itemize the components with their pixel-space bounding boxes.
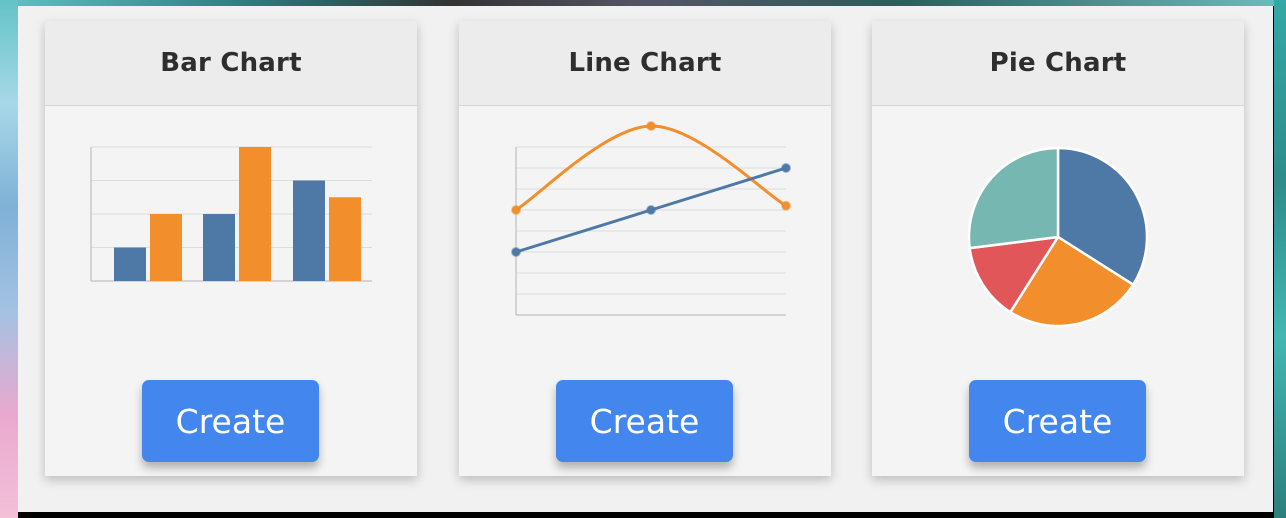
create-pie-chart-button[interactable]: Create: [969, 380, 1146, 462]
data-point: [781, 163, 791, 173]
pie-slice: [968, 235, 1060, 314]
pie-chart-icon: [967, 146, 1149, 328]
card-header: Pie Chart: [872, 21, 1244, 106]
bar: [239, 147, 271, 281]
line-chart-card[interactable]: Line Chart Create: [459, 21, 831, 476]
create-bar-chart-button[interactable]: Create: [142, 380, 319, 462]
pie-slice: [967, 146, 1060, 250]
card-header: Line Chart: [459, 21, 831, 106]
bar: [329, 197, 361, 281]
data-point: [511, 205, 521, 215]
backdrop-right: [1274, 0, 1286, 518]
data-point: [646, 205, 656, 215]
data-point: [781, 200, 791, 211]
card-header: Bar Chart: [45, 21, 417, 106]
bar-chart-card[interactable]: Bar Chart Create: [45, 21, 417, 476]
pie-slice: [1009, 235, 1135, 328]
pie-chart-card[interactable]: Pie Chart Create: [872, 21, 1244, 476]
bar-chart-icon: [90, 146, 372, 282]
bar: [114, 247, 146, 281]
backdrop-top: [0, 0, 1286, 6]
card-title: Pie Chart: [989, 48, 1127, 78]
backdrop-left: [0, 0, 18, 518]
line-chart-icon: [511, 121, 791, 316]
data-point: [511, 247, 521, 257]
chart-picker-panel: Bar Chart Create Line Chart Create Pie C…: [18, 6, 1273, 512]
data-point: [646, 121, 656, 131]
bar: [203, 214, 235, 281]
card-title: Line Chart: [568, 48, 722, 78]
bar: [150, 214, 182, 281]
bar: [293, 180, 325, 281]
create-line-chart-button[interactable]: Create: [556, 380, 733, 462]
card-title: Bar Chart: [160, 48, 302, 78]
